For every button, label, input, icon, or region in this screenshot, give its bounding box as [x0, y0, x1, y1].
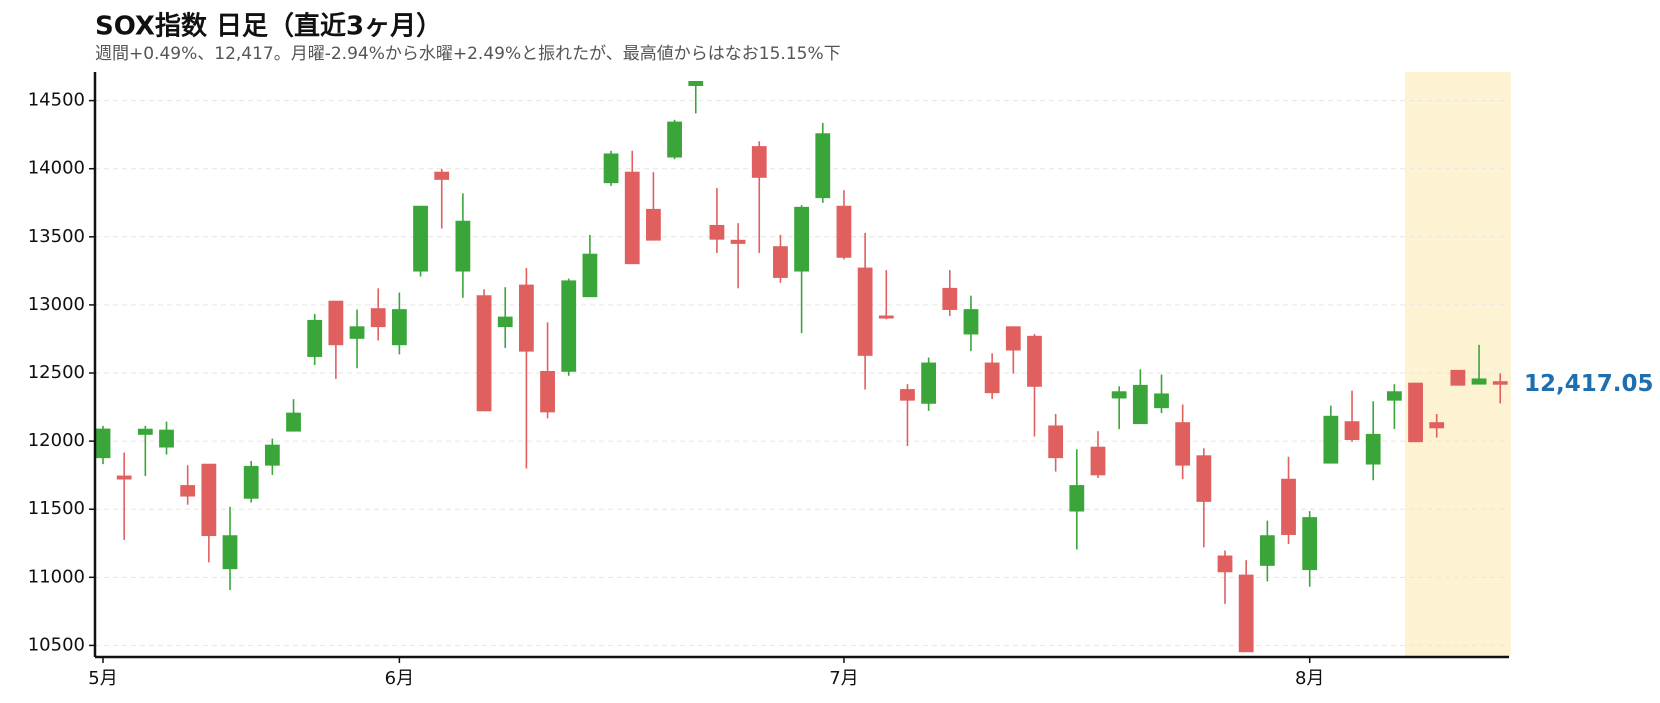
x-tick-label: 7月: [829, 668, 858, 689]
candle-body: [836, 205, 852, 258]
y-tick-label: 11000: [28, 566, 85, 587]
y-tick-label: 13500: [28, 226, 85, 247]
candle-body: [794, 206, 810, 272]
candle-body: [1238, 574, 1254, 653]
candle-body: [349, 326, 365, 339]
candle-body: [1175, 422, 1191, 466]
candle-body: [540, 370, 555, 413]
candle-body: [159, 429, 174, 448]
candle-body: [1281, 478, 1296, 535]
candle-body: [243, 465, 259, 499]
x-tick-label: 5月: [88, 668, 117, 689]
candle-body: [603, 153, 619, 184]
candle-body: [497, 316, 513, 328]
chart-title: SOX指数 日足（直近3ヶ月）: [95, 12, 442, 42]
y-tick-label: 12000: [28, 430, 85, 451]
candle-body: [963, 309, 979, 335]
candle-body: [667, 121, 682, 158]
candle-body: [328, 300, 344, 346]
candle-body: [222, 535, 238, 570]
candle-body: [370, 308, 386, 328]
candle-body: [730, 239, 746, 244]
candle-body: [1005, 326, 1021, 351]
candle-body: [1090, 446, 1106, 476]
candle-body: [434, 171, 450, 180]
candle-body: [1323, 415, 1339, 464]
candle-body: [413, 205, 428, 272]
candle-body: [1408, 382, 1423, 443]
y-tick-label: 12500: [28, 362, 85, 383]
candle-body: [1365, 433, 1381, 465]
candle-body: [1386, 391, 1402, 401]
candle-body: [815, 133, 831, 199]
candle-body: [582, 253, 598, 298]
candle-body: [1069, 485, 1085, 512]
candle-body: [688, 80, 704, 87]
candle-body: [1492, 381, 1508, 385]
candle-body: [391, 309, 407, 346]
last-price-label: 12,417.05: [1524, 371, 1654, 397]
candle-body: [137, 428, 153, 435]
candle-body: [455, 220, 471, 272]
x-tick-label: 8月: [1295, 668, 1324, 689]
candle-body: [95, 428, 111, 459]
candle-body: [307, 319, 323, 357]
candle-body: [646, 208, 661, 241]
candle-body: [1196, 455, 1212, 502]
y-tick-label: 11500: [28, 498, 85, 519]
candle-body: [624, 171, 640, 265]
candle-body: [751, 146, 767, 178]
candle-body: [942, 287, 958, 310]
highlight-band: [1404, 72, 1511, 657]
candle-body: [1344, 421, 1360, 441]
candle-body: [561, 280, 577, 372]
candle-body: [1429, 422, 1445, 429]
candle-body: [1302, 517, 1318, 571]
y-tick-label: 10500: [28, 634, 85, 655]
candle-body: [1471, 378, 1487, 385]
candle-body: [519, 284, 534, 352]
y-tick-label: 14000: [28, 158, 85, 179]
candle-body: [116, 475, 132, 480]
candle-body: [921, 362, 937, 404]
candle-body: [1259, 535, 1275, 566]
x-tick-label: 6月: [385, 668, 414, 689]
candle-body: [709, 224, 725, 240]
candle-body: [1048, 425, 1064, 459]
chart-subtitle: 週間+0.49%、12,417。月曜-2.94%から水曜+2.49%と振れたが、…: [95, 44, 841, 64]
candle-body: [201, 463, 217, 537]
candle-body: [1217, 555, 1233, 573]
candle-body: [1450, 369, 1466, 386]
y-tick-label: 14500: [28, 90, 85, 111]
candle-body: [476, 295, 492, 412]
candle-body: [1154, 393, 1169, 409]
candle-body: [773, 246, 788, 278]
candle-body: [984, 362, 1000, 394]
candle-body: [900, 389, 915, 401]
candle-body: [1027, 335, 1042, 387]
y-tick-label: 13000: [28, 294, 85, 315]
candle-body: [878, 315, 894, 319]
candle-body: [1132, 384, 1148, 425]
candle-body: [286, 412, 301, 432]
candle-body: [1111, 391, 1127, 399]
candle-body: [857, 267, 873, 356]
candle-body: [264, 444, 280, 466]
candle-body: [180, 485, 196, 497]
